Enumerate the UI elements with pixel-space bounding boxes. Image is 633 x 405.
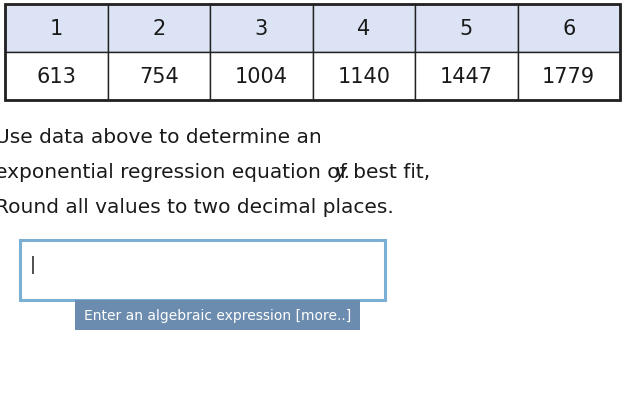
Text: 1140: 1140 [337,67,391,87]
FancyBboxPatch shape [415,5,518,53]
Text: |: | [30,256,36,273]
FancyBboxPatch shape [5,53,108,101]
FancyBboxPatch shape [313,5,415,53]
Text: 6: 6 [562,19,575,39]
Text: 1: 1 [49,19,63,39]
Text: y.: y. [335,162,351,181]
Text: Round all values to two decimal places.: Round all values to two decimal places. [0,198,394,216]
Text: 1779: 1779 [542,67,595,87]
FancyBboxPatch shape [210,53,313,101]
Text: 2: 2 [152,19,165,39]
Text: 754: 754 [139,67,179,87]
Text: 3: 3 [254,19,268,39]
Text: 1447: 1447 [440,67,492,87]
Text: 4: 4 [357,19,370,39]
FancyBboxPatch shape [5,5,108,53]
FancyBboxPatch shape [20,241,385,300]
Text: Use data above to determine an: Use data above to determine an [0,128,322,147]
Text: 5: 5 [460,19,473,39]
FancyBboxPatch shape [210,5,313,53]
FancyBboxPatch shape [518,5,620,53]
FancyBboxPatch shape [75,300,360,330]
FancyBboxPatch shape [108,5,210,53]
FancyBboxPatch shape [518,53,620,101]
FancyBboxPatch shape [108,53,210,101]
Text: 1004: 1004 [235,67,288,87]
Text: 613: 613 [36,67,76,87]
FancyBboxPatch shape [415,53,518,101]
FancyBboxPatch shape [313,53,415,101]
Text: Enter an algebraic expression [more..]: Enter an algebraic expression [more..] [84,308,351,322]
Text: exponential regression equation of best fit,: exponential regression equation of best … [0,162,437,181]
